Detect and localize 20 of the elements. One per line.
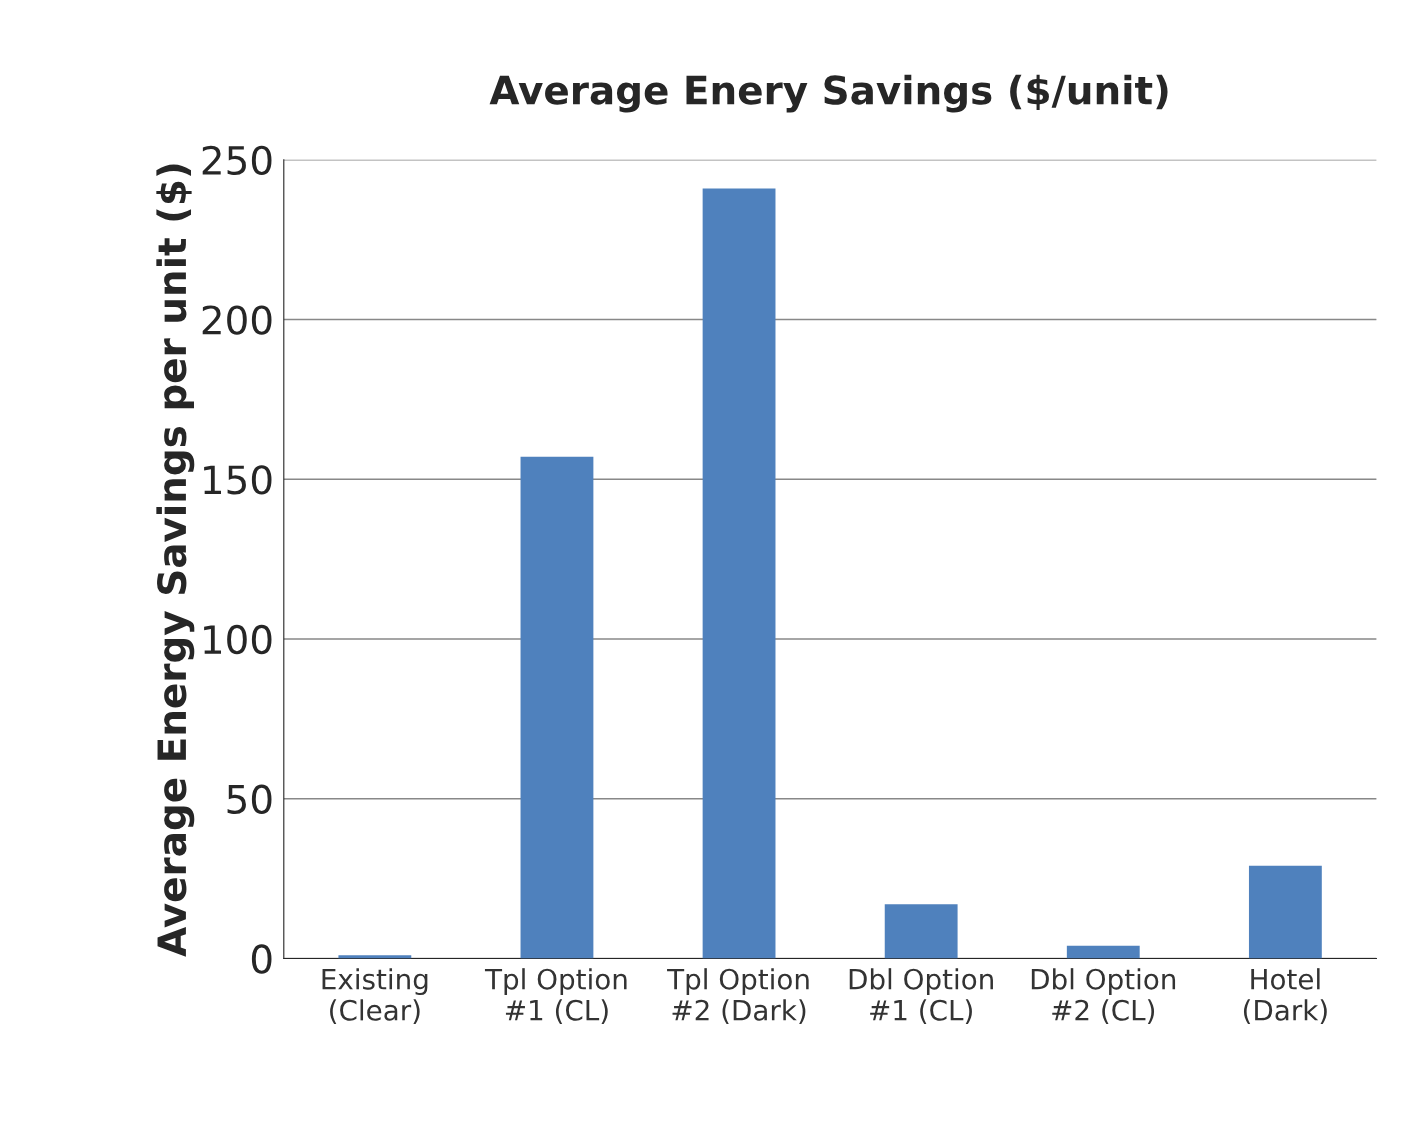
bar (520, 456, 594, 959)
bar (1066, 945, 1140, 959)
y-tick-label: 0 (251, 944, 272, 974)
x-tick-label: Tpl Option #1 (CL) (484, 968, 627, 1025)
x-tick-label: Dbl Option #2 (CL) (1031, 968, 1176, 1025)
x-tick-label: Tpl Option #2 (Dark) (667, 968, 809, 1025)
x-tick-label: Existing (Clear) (322, 968, 428, 1025)
bar (338, 955, 412, 959)
bar (702, 188, 776, 959)
y-tick-label: 100 (204, 624, 272, 655)
x-tick-label: Hotel (Dark) (1243, 968, 1327, 1025)
y-tick-label: 150 (204, 465, 272, 495)
y-tick-label: 50 (227, 784, 272, 815)
bar (884, 904, 958, 959)
y-tick-label: 250 (202, 145, 272, 176)
x-tick-label: Dbl Option #1 (CL) (849, 968, 993, 1025)
y-axis-title: Average Energy Savings per unit ($) (156, 164, 195, 957)
y-tick-label: 200 (202, 305, 272, 335)
chart-title: Average Enery Savings ($/unit) (489, 74, 1168, 113)
bar (1248, 865, 1322, 959)
